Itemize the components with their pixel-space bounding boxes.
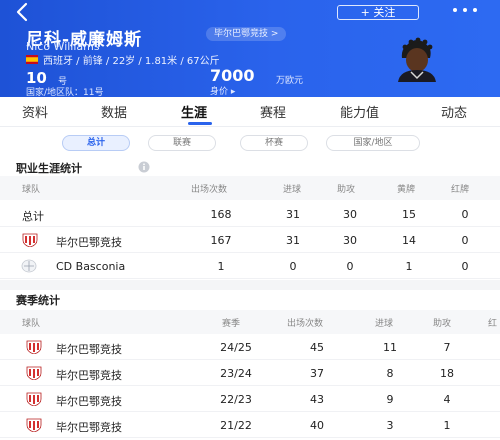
career-table-header: 球队 出场次数 进球 助攻 黄牌 红牌: [0, 176, 500, 200]
tab-career[interactable]: 生涯: [181, 106, 208, 121]
section-divider: [0, 280, 500, 290]
goals: 0: [289, 260, 297, 273]
team-name: 毕尔巴鄂竞技: [56, 236, 122, 249]
team-name: 毕尔巴鄂竞技: [56, 395, 122, 408]
column-header: 球队: [22, 319, 41, 329]
assists: 0: [346, 260, 354, 273]
tab-profile[interactable]: 资料: [22, 106, 49, 121]
column-header: 球队: [22, 185, 41, 195]
column-header: 红: [488, 319, 498, 329]
assists: 18: [440, 367, 454, 380]
assists: 4: [443, 393, 451, 406]
appearances: 1: [217, 260, 225, 273]
career-filters: 总计 联赛 杯赛 国家/地区: [0, 127, 500, 157]
back-arrow-icon[interactable]: [12, 1, 34, 23]
appearances: 167: [210, 234, 232, 247]
profile-tabs: 资料 数据 生涯 赛程 能力值 动态: [0, 97, 500, 127]
red-cards: 0: [461, 234, 469, 247]
season-table-header: 球队 赛季 出场次数 进球 助攻 红: [0, 310, 500, 334]
filter-cup[interactable]: 杯赛: [240, 135, 308, 151]
appearances: 40: [310, 419, 324, 432]
appearances: 37: [310, 367, 324, 380]
career-section-title: 职业生涯统计: [16, 162, 82, 175]
team-name: 毕尔巴鄂竞技: [56, 369, 122, 382]
column-header: 黄牌: [397, 185, 416, 195]
follow-button[interactable]: + 关注: [337, 5, 419, 20]
red-cards: 0: [461, 208, 469, 221]
season: 23/24: [220, 367, 252, 380]
player-name: 尼科-威廉姆斯: [26, 30, 143, 50]
career-row-total[interactable]: 总计 168 31 30 15 0: [0, 201, 500, 227]
goals: 31: [286, 234, 300, 247]
column-header: 出场次数: [191, 185, 228, 195]
season: 21/22: [220, 419, 252, 432]
column-header: 进球: [375, 319, 394, 329]
goals: 9: [386, 393, 394, 406]
assists: 30: [343, 208, 357, 221]
assists: 1: [443, 419, 451, 432]
column-header: 出场次数: [287, 319, 324, 329]
spain-flag-icon: [26, 55, 38, 64]
goals: 3: [386, 419, 394, 432]
national-team-number: 国家/地区队：11号: [26, 88, 104, 97]
team-name: CD Basconia: [56, 260, 126, 273]
season-row[interactable]: 毕尔巴鄂竞技 23/24 37 8 18: [0, 360, 500, 386]
player-basic-info: 西班牙 / 前锋 / 22岁 / 1.81米 / 67公斤: [43, 56, 220, 67]
shirt-number: 10: [26, 69, 47, 87]
yellow-cards: 15: [402, 208, 416, 221]
tab-schedule[interactable]: 赛程: [260, 106, 287, 121]
active-tab-indicator: [188, 122, 212, 125]
season-row[interactable]: 毕尔巴鄂竞技 22/23 43 9 4: [0, 386, 500, 412]
appearances: 43: [310, 393, 324, 406]
tab-ability[interactable]: 能力值: [340, 106, 380, 121]
athletic-bilbao-crest-icon: [26, 340, 42, 354]
goals: 8: [386, 367, 394, 380]
shirt-number-unit: 号: [58, 77, 68, 87]
athletic-bilbao-crest-icon: [26, 418, 42, 432]
player-header: + 关注 尼科-威廉姆斯 毕尔巴鄂竞技 > Nico Williams 西班牙 …: [0, 0, 500, 97]
assists: 30: [343, 234, 357, 247]
market-value: 7000: [210, 66, 255, 85]
season: 22/23: [220, 393, 252, 406]
player-avatar: [398, 37, 436, 82]
team-name: 总计: [22, 210, 44, 223]
season-row[interactable]: 毕尔巴鄂竞技 24/25 45 11 7: [0, 334, 500, 360]
market-value-link[interactable]: 身价 ▸: [210, 87, 236, 97]
column-header: 进球: [283, 185, 302, 195]
career-row-athletic[interactable]: 毕尔巴鄂竞技 167 31 30 14 0: [0, 227, 500, 253]
team-name: 毕尔巴鄂竞技: [56, 421, 122, 434]
column-header: 助攻: [433, 319, 452, 329]
cd-basconia-crest-icon: [21, 259, 37, 273]
player-name-english: Nico Williams: [26, 40, 100, 53]
tab-data[interactable]: 数据: [101, 106, 128, 121]
more-dots-icon[interactable]: [450, 3, 480, 17]
season-row[interactable]: 毕尔巴鄂竞技 21/22 40 3 1: [0, 412, 500, 438]
team-name: 毕尔巴鄂竞技: [56, 343, 122, 356]
column-header: 赛季: [222, 319, 241, 329]
tab-news[interactable]: 动态: [441, 106, 468, 121]
market-value-unit: 万欧元: [276, 76, 304, 86]
info-icon[interactable]: [138, 161, 150, 173]
filter-total[interactable]: 总计: [62, 135, 130, 151]
season: 24/25: [220, 341, 252, 354]
appearances: 45: [310, 341, 324, 354]
goals: 31: [286, 208, 300, 221]
athletic-bilbao-crest-icon: [26, 366, 42, 380]
red-cards: 0: [461, 260, 469, 273]
season-section-title: 赛季统计: [16, 294, 60, 307]
goals: 11: [383, 341, 397, 354]
filter-league[interactable]: 联赛: [148, 135, 216, 151]
filter-national[interactable]: 国家/地区: [326, 135, 420, 151]
athletic-bilbao-crest-icon: [22, 233, 38, 247]
club-chip[interactable]: 毕尔巴鄂竞技 >: [206, 27, 287, 41]
appearances: 168: [210, 208, 232, 221]
athletic-bilbao-crest-icon: [26, 392, 42, 406]
yellow-cards: 14: [402, 234, 416, 247]
column-header: 红牌: [451, 185, 470, 195]
column-header: 助攻: [337, 185, 356, 195]
yellow-cards: 1: [405, 260, 413, 273]
career-row-basconia[interactable]: CD Basconia 1 0 0 1 0: [0, 253, 500, 279]
assists: 7: [443, 341, 451, 354]
